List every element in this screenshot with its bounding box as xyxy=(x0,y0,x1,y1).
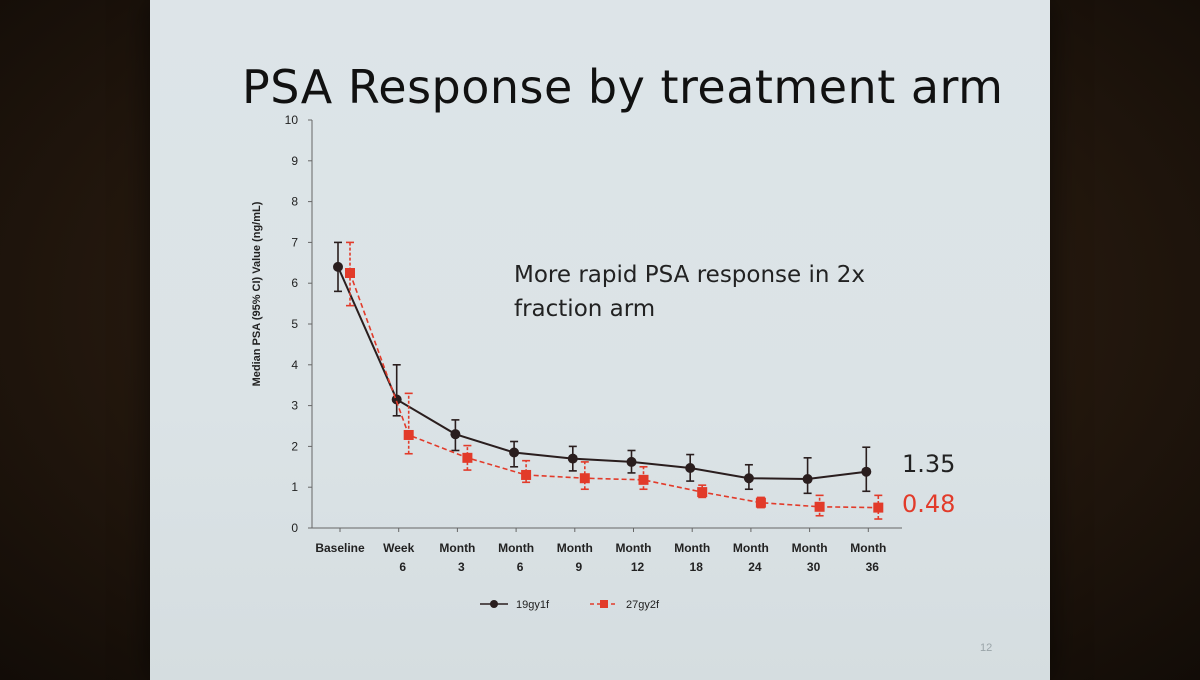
chart-annotation: More rapid PSA response in 2x fraction a… xyxy=(514,262,866,322)
x-tick-label: Month xyxy=(850,541,886,555)
data-point-19gy1f xyxy=(685,463,696,474)
x-tick-label-sub: 12 xyxy=(631,560,645,574)
series-line-19gy1f xyxy=(337,266,867,481)
data-point-27gy2f xyxy=(697,487,708,498)
x-tick-label-sub: 18 xyxy=(690,560,704,574)
data-point-27gy2f xyxy=(579,473,590,484)
legend-marker xyxy=(600,600,608,608)
y-tick-label: 3 xyxy=(291,399,298,413)
slide-title: PSA Response by treatment arm xyxy=(242,60,1004,114)
y-tick-label: 9 xyxy=(291,154,298,168)
legend-label: 27gy2f xyxy=(626,599,660,611)
end-value-label-series-1: 1.35 xyxy=(902,450,956,478)
data-point-19gy1f xyxy=(802,474,813,485)
end-value-label-series-2: 0.48 xyxy=(902,490,956,518)
y-tick-label: 0 xyxy=(291,521,298,535)
data-point-27gy2f xyxy=(462,452,473,463)
x-tick-label: Month xyxy=(674,541,710,555)
data-point-27gy2f xyxy=(814,501,825,512)
x-tick-label: Month xyxy=(616,541,652,555)
y-tick-label: 2 xyxy=(291,439,298,453)
x-tick-label: Month xyxy=(733,541,769,555)
x-tick-label: Week xyxy=(383,541,414,555)
data-point-27gy2f xyxy=(521,469,532,480)
x-tick-label: Month xyxy=(439,541,475,555)
slide: PSA Response by treatment arm More rapid… xyxy=(150,0,1050,680)
data-point-19gy1f xyxy=(626,456,637,467)
x-tick-label-sub: 30 xyxy=(807,560,821,574)
x-tick-label-sub: 3 xyxy=(458,560,465,574)
y-axis-title: Median PSA (95% CI) Value (ng/mL) xyxy=(251,201,263,386)
data-point-19gy1f xyxy=(567,453,578,464)
x-tick-label: Month xyxy=(498,541,534,555)
data-point-27gy2f xyxy=(755,497,766,508)
y-tick-label: 1 xyxy=(291,480,298,494)
x-tick-label-sub: 9 xyxy=(575,560,582,574)
x-tick-label: Month xyxy=(792,541,828,555)
data-point-27gy2f xyxy=(638,474,649,485)
data-point-19gy1f xyxy=(509,447,520,458)
data-point-27gy2f xyxy=(345,268,355,278)
data-point-27gy2f xyxy=(403,429,414,440)
x-tick-label-sub: 36 xyxy=(866,560,880,574)
data-point-19gy1f xyxy=(743,473,754,484)
x-tick-label-sub: 6 xyxy=(399,560,406,574)
legend-label: 19gy1f xyxy=(516,599,550,611)
x-tick-label: Month xyxy=(557,541,593,555)
data-point-19gy1f xyxy=(450,429,461,440)
data-point-27gy2f xyxy=(873,502,884,513)
data-point-19gy1f xyxy=(861,466,872,477)
x-tick-label: Baseline xyxy=(315,541,365,555)
page-number: 12 xyxy=(980,642,993,654)
data-point-19gy1f xyxy=(333,261,343,272)
legend-marker xyxy=(490,600,498,608)
y-tick-label: 5 xyxy=(291,317,298,331)
y-tick-label: 4 xyxy=(291,358,298,372)
y-tick-label: 8 xyxy=(291,195,298,209)
y-tick-label: 7 xyxy=(291,235,298,249)
x-tick-label-sub: 6 xyxy=(517,560,524,574)
series-line-27gy2f xyxy=(349,272,879,509)
y-tick-label: 6 xyxy=(291,276,298,290)
y-tick-label: 10 xyxy=(285,113,299,127)
x-tick-label-sub: 24 xyxy=(748,560,762,574)
